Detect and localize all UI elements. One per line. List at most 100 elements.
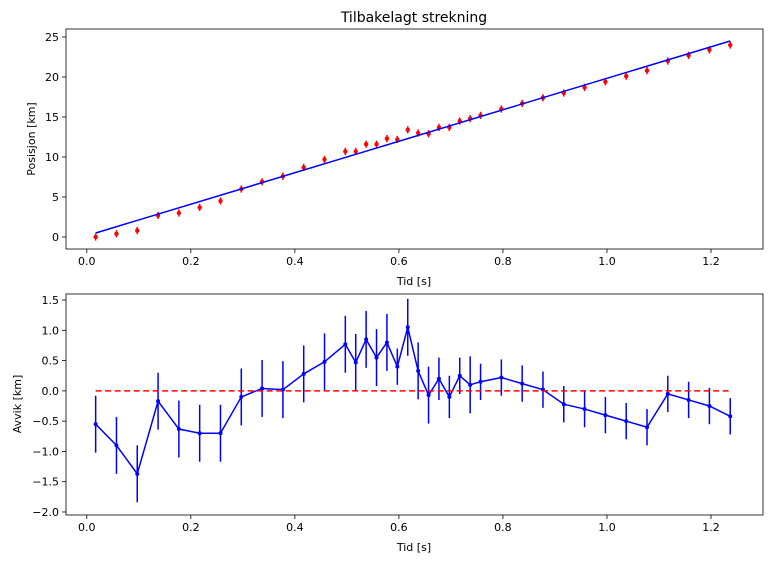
chart-position: Tilbakelagt strekning 0.0 0.2 0.4 0.6 0.8 1.0… <box>25 10 764 288</box>
data-point <box>686 397 691 402</box>
data-point <box>603 79 608 85</box>
y-tick-label: 0 <box>52 231 59 244</box>
data-point <box>384 136 390 141</box>
data-point <box>457 373 462 378</box>
data-point <box>322 157 327 162</box>
y-tick-label: 15 <box>45 111 59 124</box>
data-point <box>426 393 431 398</box>
y-tick-label: −1.0 <box>32 445 59 458</box>
axes-frame <box>65 28 764 250</box>
data-point <box>197 205 202 210</box>
x-tick-label: 1.0 <box>598 255 616 268</box>
x-tick-label: 1.0 <box>598 521 616 534</box>
x-tick-label: 0.8 <box>494 255 512 268</box>
y-tick-label: −1.5 <box>32 476 59 489</box>
x-tick-label: 0.2 <box>182 255 200 268</box>
data-point <box>384 340 389 345</box>
data-point <box>218 431 223 436</box>
data-point <box>728 42 733 48</box>
x-tick-label: 0.0 <box>78 521 96 534</box>
y-axis-label: Avvik [km] <box>11 375 24 434</box>
data-point <box>416 368 421 373</box>
data-point <box>260 386 265 391</box>
y-tick-label: 1.5 <box>42 294 60 307</box>
data-point <box>520 381 525 386</box>
data-point <box>624 74 629 79</box>
data-point <box>197 431 202 436</box>
plot-area <box>93 298 733 503</box>
data-point <box>436 376 441 381</box>
data-point <box>645 425 650 430</box>
data-point <box>644 68 650 73</box>
data-point <box>363 142 369 147</box>
data-point <box>374 355 379 360</box>
x-tick-label: 0.2 <box>182 521 200 534</box>
x-tick-label: 0.6 <box>390 255 408 268</box>
data-point <box>582 85 587 90</box>
data-point <box>603 413 608 418</box>
data-point <box>176 427 181 432</box>
data-point <box>135 471 140 476</box>
data-point <box>239 394 244 399</box>
data-point <box>353 360 358 365</box>
y-tick-label: −2.0 <box>32 506 59 519</box>
x-tick-label: 0.8 <box>494 521 512 534</box>
data-point <box>93 422 98 427</box>
fit-line <box>95 40 731 234</box>
data-point <box>405 325 410 330</box>
x-axis-ticks: 0.0 0.2 0.4 0.6 0.8 1.0 1.2 <box>78 249 720 268</box>
data-point <box>707 47 712 52</box>
plot-area <box>93 40 733 241</box>
data-point <box>343 342 348 347</box>
data-point <box>93 234 98 240</box>
data-point <box>156 399 161 404</box>
data-point <box>114 443 119 448</box>
deviation-line <box>95 327 731 476</box>
y-tick-label: 0.5 <box>42 355 60 368</box>
y-axis-label: Posisjon [km] <box>25 102 38 175</box>
x-axis-label: Tid [s] <box>396 275 431 288</box>
x-tick-label: 0.0 <box>78 255 96 268</box>
data-point <box>468 382 473 387</box>
data-point <box>499 375 504 380</box>
y-tick-label: 1.0 <box>42 324 60 337</box>
data-point <box>582 407 587 412</box>
y-tick-label: 25 <box>45 31 59 44</box>
x-axis-label: Tid [s] <box>396 541 431 554</box>
data-point <box>728 414 733 419</box>
data-point <box>301 371 306 376</box>
data-point <box>478 379 483 384</box>
y-tick-label: −0.5 <box>32 415 59 428</box>
data-point <box>415 130 421 136</box>
data-point <box>218 198 223 204</box>
axes-frame <box>65 293 764 516</box>
y-axis-ticks: 1.5 1.0 0.5 0.0 −0.5 −1.0 −1.5 −2.0 <box>32 294 66 519</box>
data-point <box>114 231 119 236</box>
data-point <box>707 404 712 409</box>
data-point <box>405 127 410 132</box>
x-tick-label: 1.2 <box>702 521 720 534</box>
data-point <box>364 337 369 342</box>
data-point <box>561 402 566 407</box>
data-point <box>301 165 306 170</box>
data-point <box>353 149 358 154</box>
data-point <box>447 394 452 399</box>
y-tick-label: 5 <box>52 191 59 204</box>
x-tick-label: 1.2 <box>702 255 720 268</box>
x-tick-label: 0.4 <box>286 255 304 268</box>
chart-deviation: 0.0 0.2 0.4 0.6 0.8 1.0 1.2 1.5 1.0 0.5 0.0 −0.5 −1… <box>11 293 764 554</box>
y-tick-label: 20 <box>45 71 59 84</box>
data-point <box>374 142 379 147</box>
x-tick-label: 0.4 <box>286 521 304 534</box>
chart-title: Tilbakelagt strekning <box>340 10 487 26</box>
data-point <box>322 359 327 364</box>
data-point <box>135 228 140 233</box>
x-tick-label: 0.6 <box>390 521 408 534</box>
data-point <box>624 419 629 424</box>
data-point <box>395 364 400 369</box>
data-point <box>343 149 348 154</box>
y-tick-label: 10 <box>45 151 59 164</box>
data-point <box>665 391 670 396</box>
y-axis-ticks: 0 5 10 15 20 25 <box>45 31 66 244</box>
